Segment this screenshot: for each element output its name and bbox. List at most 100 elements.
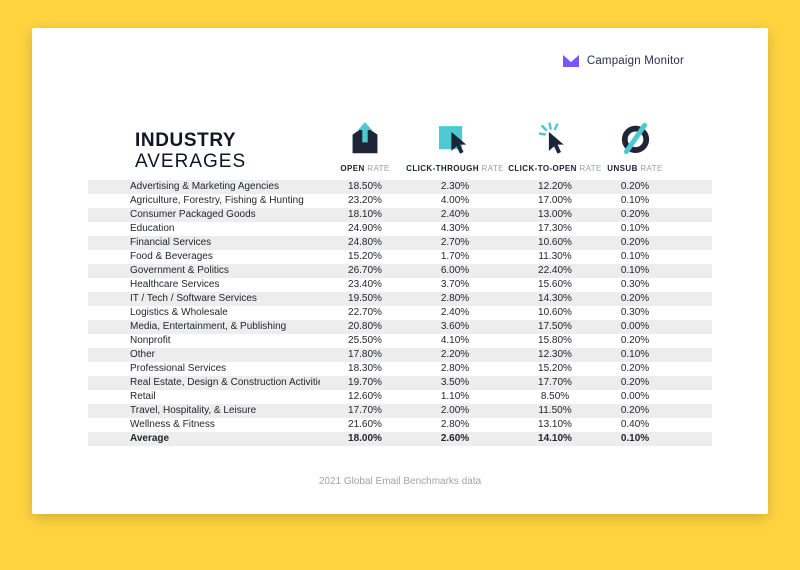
table-header: INDUSTRY AVERAGES OPEN RATE CLICK-THROUG…	[88, 88, 712, 174]
table-row: Logistics & Wholesale 22.70% 2.40% 10.60% 0.…	[88, 306, 712, 320]
unsub-rate-value: 0.20%	[620, 237, 650, 248]
unsub-rate-value: 0.20%	[620, 377, 650, 388]
unsub-rate-value: 0.20%	[620, 405, 650, 416]
unsub-rate-value: 0.10%	[620, 433, 650, 444]
industry-name: Media, Entertainment, & Publishing	[130, 321, 287, 332]
table-row: Real Estate, Design & Construction Activ…	[88, 376, 712, 390]
column-header-label-strong: CLICK-THROUGH	[406, 164, 479, 173]
click-to-open-rate-value: 10.60%	[538, 237, 572, 248]
table-row: Wellness & Fitness 21.60% 2.80% 13.10% 0.40%	[88, 418, 712, 432]
click-to-open-rate-value: 13.10%	[538, 419, 572, 430]
industry-name: Wellness & Fitness	[130, 419, 215, 430]
unsub-rate-value: 0.20%	[620, 209, 650, 220]
column-header-click-through-rate: CLICK-THROUGH RATE	[406, 122, 503, 174]
click-through-rate-icon	[438, 126, 466, 154]
click-to-open-rate-value: 11.30%	[538, 251, 572, 262]
table-row: Government & Politics 26.70% 6.00% 22.40% 0.…	[88, 264, 712, 278]
unsub-rate-value: 0.30%	[620, 307, 650, 318]
column-header-label-light: RATE	[481, 164, 504, 173]
click-to-open-rate-value: 14.10%	[538, 433, 572, 444]
table-row: IT / Tech / Software Services 19.50% 2.80%…	[88, 292, 712, 306]
click-to-open-rate-value: 15.60%	[538, 279, 572, 290]
column-header-label-strong: CLICK-TO-OPEN	[508, 164, 577, 173]
unsub-rate-value: 0.20%	[620, 363, 650, 374]
click-to-open-rate-value: 8.50%	[540, 391, 570, 402]
industry-name: Healthcare Services	[130, 279, 220, 290]
open-rate-value: 12.60%	[348, 391, 382, 402]
click-to-open-rate-value: 17.50%	[538, 321, 572, 332]
click-through-rate-value: 2.60%	[440, 433, 470, 444]
open-rate-value: 17.70%	[348, 405, 382, 416]
click-through-rate-value: 3.50%	[440, 377, 470, 388]
unsub-rate-value: 0.20%	[620, 335, 650, 346]
industry-name: Other	[130, 349, 156, 360]
brand-name: Campaign Monitor	[586, 55, 684, 67]
campaign-monitor-logo-icon	[562, 55, 579, 67]
industry-name: Government & Politics	[130, 265, 229, 276]
click-through-rate-value: 4.00%	[440, 195, 470, 206]
industry-name: Logistics & Wholesale	[130, 307, 228, 318]
unsub-rate-value: 0.10%	[620, 265, 650, 276]
industry-name: IT / Tech / Software Services	[130, 293, 257, 304]
open-rate-value: 19.70%	[348, 377, 382, 388]
click-through-rate-value: 6.00%	[440, 265, 470, 276]
click-to-open-rate-icon	[538, 122, 564, 154]
infographic-card: Campaign Monitor INDUSTRY AVERAGES OPEN …	[32, 28, 768, 514]
open-rate-value: 22.70%	[348, 307, 382, 318]
click-to-open-rate-value: 17.30%	[538, 223, 572, 234]
click-through-rate-value: 1.10%	[440, 391, 470, 402]
click-to-open-rate-value: 14.30%	[538, 293, 572, 304]
industry-name: Professional Services	[130, 363, 227, 374]
open-rate-value: 18.50%	[348, 181, 382, 192]
click-through-rate-value: 4.10%	[440, 335, 470, 346]
unsub-rate-value: 0.10%	[620, 195, 650, 206]
industry-name: Travel, Hospitality, & Leisure	[130, 405, 257, 416]
click-through-rate-value: 2.80%	[440, 363, 470, 374]
page-title: INDUSTRY AVERAGES	[88, 130, 320, 174]
open-rate-value: 15.20%	[348, 251, 382, 262]
open-rate-value: 23.20%	[348, 195, 382, 206]
industry-name: Financial Services	[130, 237, 212, 248]
click-through-rate-value: 3.70%	[440, 279, 470, 290]
open-rate-value: 18.00%	[348, 433, 382, 444]
table-row: Nonprofit 25.50% 4.10% 15.80% 0.20%	[88, 334, 712, 348]
table-row: Professional Services 18.30% 2.80% 15.20% 0.…	[88, 362, 712, 376]
column-header-label: CLICK-TO-OPEN RATE	[508, 164, 602, 174]
industry-name: Nonprofit	[130, 335, 171, 346]
column-header-label: UNSUB RATE	[607, 164, 662, 174]
open-rate-value: 17.80%	[348, 349, 382, 360]
open-rate-value: 21.60%	[348, 419, 382, 430]
column-header-unsub-rate: UNSUB RATE	[607, 122, 662, 174]
click-to-open-rate-value: 11.50%	[538, 405, 572, 416]
open-rate-value: 20.80%	[348, 321, 382, 332]
click-to-open-rate-value: 13.00%	[538, 209, 572, 220]
click-to-open-rate-value: 12.20%	[538, 181, 572, 192]
title-line-1: INDUSTRY	[135, 130, 237, 151]
click-through-rate-value: 2.80%	[440, 293, 470, 304]
click-through-rate-value: 2.70%	[440, 237, 470, 248]
open-rate-value: 24.80%	[348, 237, 382, 248]
click-through-rate-value: 2.80%	[440, 419, 470, 430]
table-row: Retail 12.60% 1.10% 8.50% 0.00%	[88, 390, 712, 404]
click-through-rate-value: 4.30%	[440, 223, 470, 234]
unsub-rate-value: 0.40%	[620, 419, 650, 430]
click-through-rate-value: 3.60%	[440, 321, 470, 332]
industry-name: Agriculture, Forestry, Fishing & Hunting	[130, 195, 304, 206]
unsub-rate-value: 0.20%	[620, 181, 650, 192]
click-through-rate-value: 1.70%	[440, 251, 470, 262]
table-row: Travel, Hospitality, & Leisure 17.70% 2.00…	[88, 404, 712, 418]
click-through-rate-value: 2.00%	[440, 405, 470, 416]
click-to-open-rate-value: 17.00%	[538, 195, 572, 206]
open-rate-value: 26.70%	[348, 265, 382, 276]
table-row: Other 17.80% 2.20% 12.30% 0.10%	[88, 348, 712, 362]
open-rate-value: 23.40%	[348, 279, 382, 290]
title-line-2: AVERAGES	[135, 151, 247, 172]
table-body: Advertising & Marketing Agencies 18.50% 2.…	[88, 180, 712, 446]
table-row: Financial Services 24.80% 2.70% 10.60% 0.20%	[88, 236, 712, 250]
unsub-rate-icon	[621, 122, 649, 155]
unsub-rate-value: 0.30%	[620, 279, 650, 290]
click-through-rate-value: 2.40%	[440, 307, 470, 318]
unsub-rate-value: 0.10%	[620, 251, 650, 262]
click-through-rate-value: 2.20%	[440, 349, 470, 360]
unsub-rate-value: 0.00%	[620, 391, 650, 402]
